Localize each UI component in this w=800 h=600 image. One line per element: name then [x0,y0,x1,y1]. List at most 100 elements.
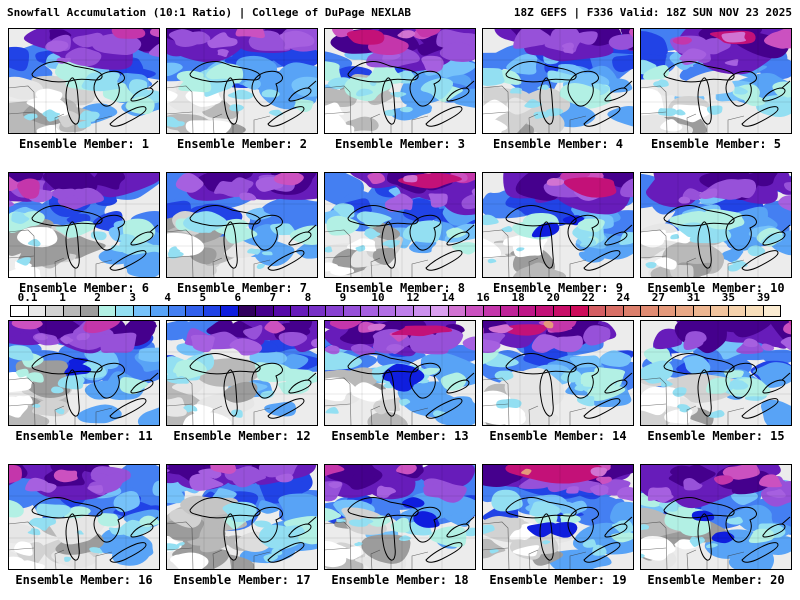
panel-member-3[interactable]: Ensemble Member: 3 [324,28,476,151]
snowfall-map [640,28,792,134]
map-border [482,172,634,278]
panel-member-17[interactable]: Ensemble Member: 17 [166,464,318,587]
colorbar-tick-label: 20 [546,291,560,304]
panel-member-15[interactable]: Ensemble Member: 15 [640,320,792,443]
panel-member-6[interactable]: Ensemble Member: 6 [8,172,160,295]
snowfall-field [8,28,160,134]
snowfall-field [640,464,792,570]
colorbar-cell [98,306,116,316]
map-border [8,172,160,278]
ensemble-member-label: Ensemble Member: 12 [173,429,311,443]
panel-member-10[interactable]: Ensemble Member: 10 [640,172,792,295]
great-lakes-outline [189,497,317,563]
panel-member-5[interactable]: Ensemble Member: 5 [640,28,792,151]
state-borders [482,521,587,570]
colorbar-tick-label: 6 [234,291,242,304]
colorbar-tick-label: 5 [199,291,207,304]
map-border [640,464,792,570]
panel-member-19[interactable]: Ensemble Member: 19 [482,464,634,587]
great-lakes-outline [31,497,159,563]
colorbar-cell [693,306,711,316]
ensemble-member-label: Ensemble Member: 10 [647,281,785,295]
colorbar-cell [133,306,151,316]
colorbar-tick-label: 9 [339,291,347,304]
great-lakes-outline [663,61,791,127]
snowfall-map [324,28,476,134]
great-lakes-outline [347,353,475,419]
state-borders [324,521,429,570]
snowfall-field [166,320,318,426]
great-lakes-outline [31,205,159,271]
colorbar-tick-row: 0.1 1 2 3 4 5 6 7 8 9 10 12 14 16 18 20 22 24 27 31 35 39 [10,291,781,304]
snowfall-map [324,464,476,570]
state-borders [324,85,429,134]
panel-member-8[interactable]: Ensemble Member: 8 [324,172,476,295]
panel-member-13[interactable]: Ensemble Member: 13 [324,320,476,443]
ensemble-member-label: Ensemble Member: 9 [492,281,624,295]
map-gridlines [8,464,160,570]
panel-member-2[interactable]: Ensemble Member: 2 [166,28,318,151]
ensemble-member-label: Ensemble Member: 20 [647,573,785,587]
great-lakes-outline [31,353,159,419]
panel-member-14[interactable]: Ensemble Member: 14 [482,320,634,443]
colorbar-cell [396,306,414,316]
panel-member-9[interactable]: Ensemble Member: 9 [482,172,634,295]
state-borders [482,377,587,426]
state-borders [166,85,271,134]
snowfall-field [482,172,634,278]
snowfall-map [8,28,160,134]
colorbar-cell [658,306,676,316]
colorbar-cell [483,306,501,316]
map-gridlines [166,28,318,134]
state-borders [8,85,113,134]
colorbar-cell [116,306,134,316]
colorbar-cell [413,306,431,316]
snowfall-map [640,464,792,570]
snowfall-map [8,464,160,570]
great-lakes-outline [347,61,475,127]
great-lakes-outline [663,497,791,563]
panel-member-4[interactable]: Ensemble Member: 4 [482,28,634,151]
map-border [8,320,160,426]
panel-member-20[interactable]: Ensemble Member: 20 [640,464,792,587]
colorbar-cell [308,306,326,316]
ensemble-member-label: Ensemble Member: 8 [334,281,466,295]
panel-member-16[interactable]: Ensemble Member: 16 [8,464,160,587]
panel-member-11[interactable]: Ensemble Member: 11 [8,320,160,443]
map-gridlines [482,172,634,278]
snowfall-map [324,172,476,278]
colorbar-tick-label: 4 [164,291,172,304]
snowfall-field [482,464,634,570]
map-gridlines [482,28,634,134]
colorbar-tick-label: 27 [651,291,665,304]
panel-member-7[interactable]: Ensemble Member: 7 [166,172,318,295]
map-gridlines [8,172,160,278]
colorbar-cell [273,306,291,316]
great-lakes-outline [189,61,317,127]
colorbar-tick-label: 12 [406,291,420,304]
snowfall-field [640,320,792,426]
colorbar-cell [256,306,274,316]
colorbar-cell [711,306,729,316]
ensemble-member-label: Ensemble Member: 19 [489,573,627,587]
great-lakes-outline [189,353,317,419]
colorbar-cell [606,306,624,316]
snowfall-field [8,172,160,278]
colorbar-tick-label: 14 [441,291,455,304]
panel-member-1[interactable]: Ensemble Member: 1 [8,28,160,151]
colorbar-tick-label: 0.1 [17,291,38,304]
state-borders [640,229,745,278]
snowfall-field [482,28,634,134]
panel-member-12[interactable]: Ensemble Member: 12 [166,320,318,443]
state-borders [166,229,271,278]
map-gridlines [324,464,476,570]
map-gridlines [640,172,792,278]
colorbar-tick-label: 1 [59,291,66,304]
map-gridlines [166,464,318,570]
snowfall-field [324,28,476,134]
snowfall-map [324,320,476,426]
state-borders [166,521,271,570]
ensemble-member-label: Ensemble Member: 6 [18,281,150,295]
panel-member-18[interactable]: Ensemble Member: 18 [324,464,476,587]
